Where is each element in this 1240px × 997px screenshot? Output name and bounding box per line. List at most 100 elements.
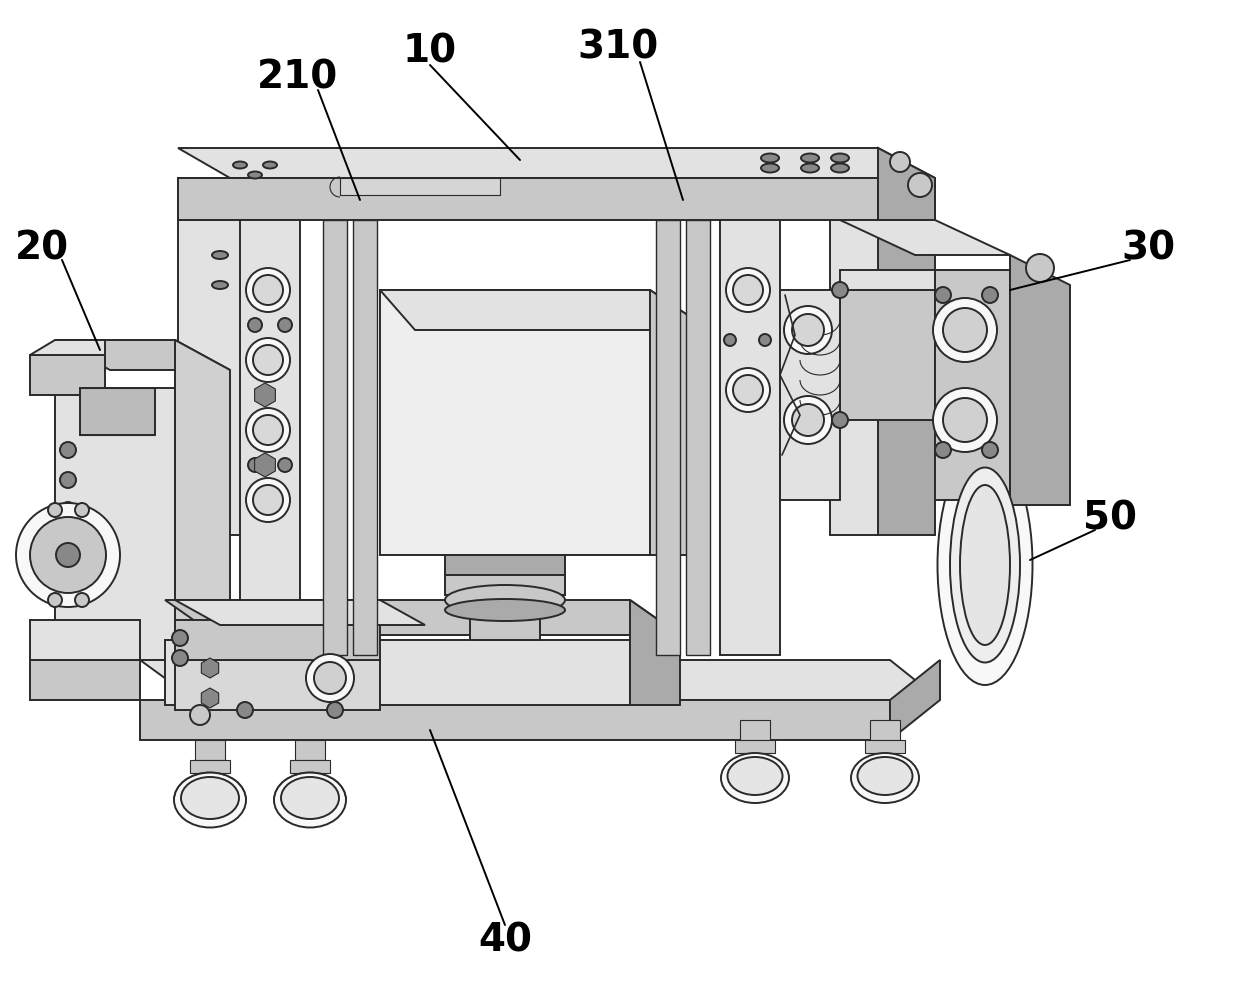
Circle shape: [1025, 254, 1054, 282]
Circle shape: [278, 458, 291, 472]
Polygon shape: [165, 600, 680, 635]
Circle shape: [60, 502, 76, 518]
Polygon shape: [445, 575, 565, 595]
Polygon shape: [780, 290, 839, 500]
Polygon shape: [81, 388, 155, 435]
Ellipse shape: [720, 753, 789, 803]
Circle shape: [253, 485, 283, 515]
Text: 310: 310: [578, 29, 658, 67]
Ellipse shape: [831, 164, 849, 172]
Polygon shape: [839, 270, 935, 290]
Ellipse shape: [274, 773, 346, 828]
Ellipse shape: [212, 281, 228, 289]
Circle shape: [246, 338, 290, 382]
Circle shape: [278, 318, 291, 332]
Polygon shape: [241, 220, 300, 660]
Circle shape: [253, 345, 283, 375]
Polygon shape: [55, 340, 229, 370]
Ellipse shape: [263, 162, 277, 168]
Circle shape: [725, 268, 770, 312]
Polygon shape: [295, 740, 325, 760]
Circle shape: [237, 702, 253, 718]
Ellipse shape: [858, 757, 913, 795]
Circle shape: [60, 472, 76, 488]
Text: 20: 20: [15, 229, 69, 267]
Circle shape: [246, 268, 290, 312]
Circle shape: [74, 593, 89, 607]
Circle shape: [253, 275, 283, 305]
Polygon shape: [30, 340, 105, 355]
Circle shape: [724, 334, 737, 346]
Polygon shape: [195, 740, 224, 760]
Polygon shape: [179, 178, 878, 220]
Polygon shape: [735, 740, 775, 753]
Polygon shape: [353, 220, 377, 655]
Ellipse shape: [761, 164, 779, 172]
Polygon shape: [175, 620, 379, 660]
Circle shape: [48, 593, 62, 607]
Circle shape: [172, 650, 188, 666]
Polygon shape: [890, 660, 940, 740]
Polygon shape: [175, 660, 379, 710]
Ellipse shape: [801, 164, 818, 172]
Polygon shape: [179, 220, 290, 535]
Ellipse shape: [960, 485, 1011, 645]
Text: 210: 210: [258, 59, 339, 97]
Polygon shape: [878, 178, 935, 535]
Polygon shape: [839, 290, 935, 420]
Text: 50: 50: [1083, 499, 1137, 537]
Circle shape: [725, 368, 770, 412]
Polygon shape: [175, 600, 425, 625]
Polygon shape: [878, 148, 935, 220]
Circle shape: [784, 306, 832, 354]
Polygon shape: [470, 555, 539, 640]
Ellipse shape: [728, 757, 782, 795]
Polygon shape: [935, 270, 1011, 500]
Circle shape: [60, 442, 76, 458]
Polygon shape: [650, 290, 711, 555]
Polygon shape: [740, 720, 770, 740]
Polygon shape: [30, 660, 140, 700]
Polygon shape: [656, 220, 680, 655]
Polygon shape: [322, 220, 347, 655]
Ellipse shape: [801, 154, 818, 163]
Ellipse shape: [212, 251, 228, 259]
Circle shape: [246, 408, 290, 452]
Circle shape: [314, 662, 346, 694]
Ellipse shape: [851, 753, 919, 803]
Ellipse shape: [761, 154, 779, 163]
Circle shape: [932, 298, 997, 362]
Circle shape: [982, 442, 998, 458]
Circle shape: [792, 314, 825, 346]
Ellipse shape: [181, 777, 239, 819]
Circle shape: [56, 543, 81, 567]
Ellipse shape: [233, 162, 247, 168]
Polygon shape: [379, 290, 650, 555]
Circle shape: [306, 654, 353, 702]
Circle shape: [759, 334, 771, 346]
Polygon shape: [30, 620, 140, 660]
Circle shape: [932, 388, 997, 452]
Polygon shape: [830, 220, 878, 535]
Circle shape: [190, 705, 210, 725]
Ellipse shape: [950, 468, 1021, 662]
Text: 10: 10: [403, 33, 458, 71]
Polygon shape: [1011, 255, 1070, 505]
Circle shape: [248, 458, 262, 472]
Circle shape: [982, 287, 998, 303]
Circle shape: [172, 630, 188, 646]
Circle shape: [327, 702, 343, 718]
Text: 30: 30: [1121, 229, 1176, 267]
Circle shape: [253, 415, 283, 445]
Circle shape: [16, 503, 120, 607]
Polygon shape: [720, 220, 780, 655]
Polygon shape: [445, 555, 565, 575]
Polygon shape: [165, 640, 630, 705]
Circle shape: [908, 173, 932, 197]
Polygon shape: [379, 290, 711, 330]
Polygon shape: [866, 740, 905, 753]
Circle shape: [832, 282, 848, 298]
Circle shape: [935, 442, 951, 458]
Ellipse shape: [247, 251, 263, 259]
Ellipse shape: [937, 445, 1033, 685]
